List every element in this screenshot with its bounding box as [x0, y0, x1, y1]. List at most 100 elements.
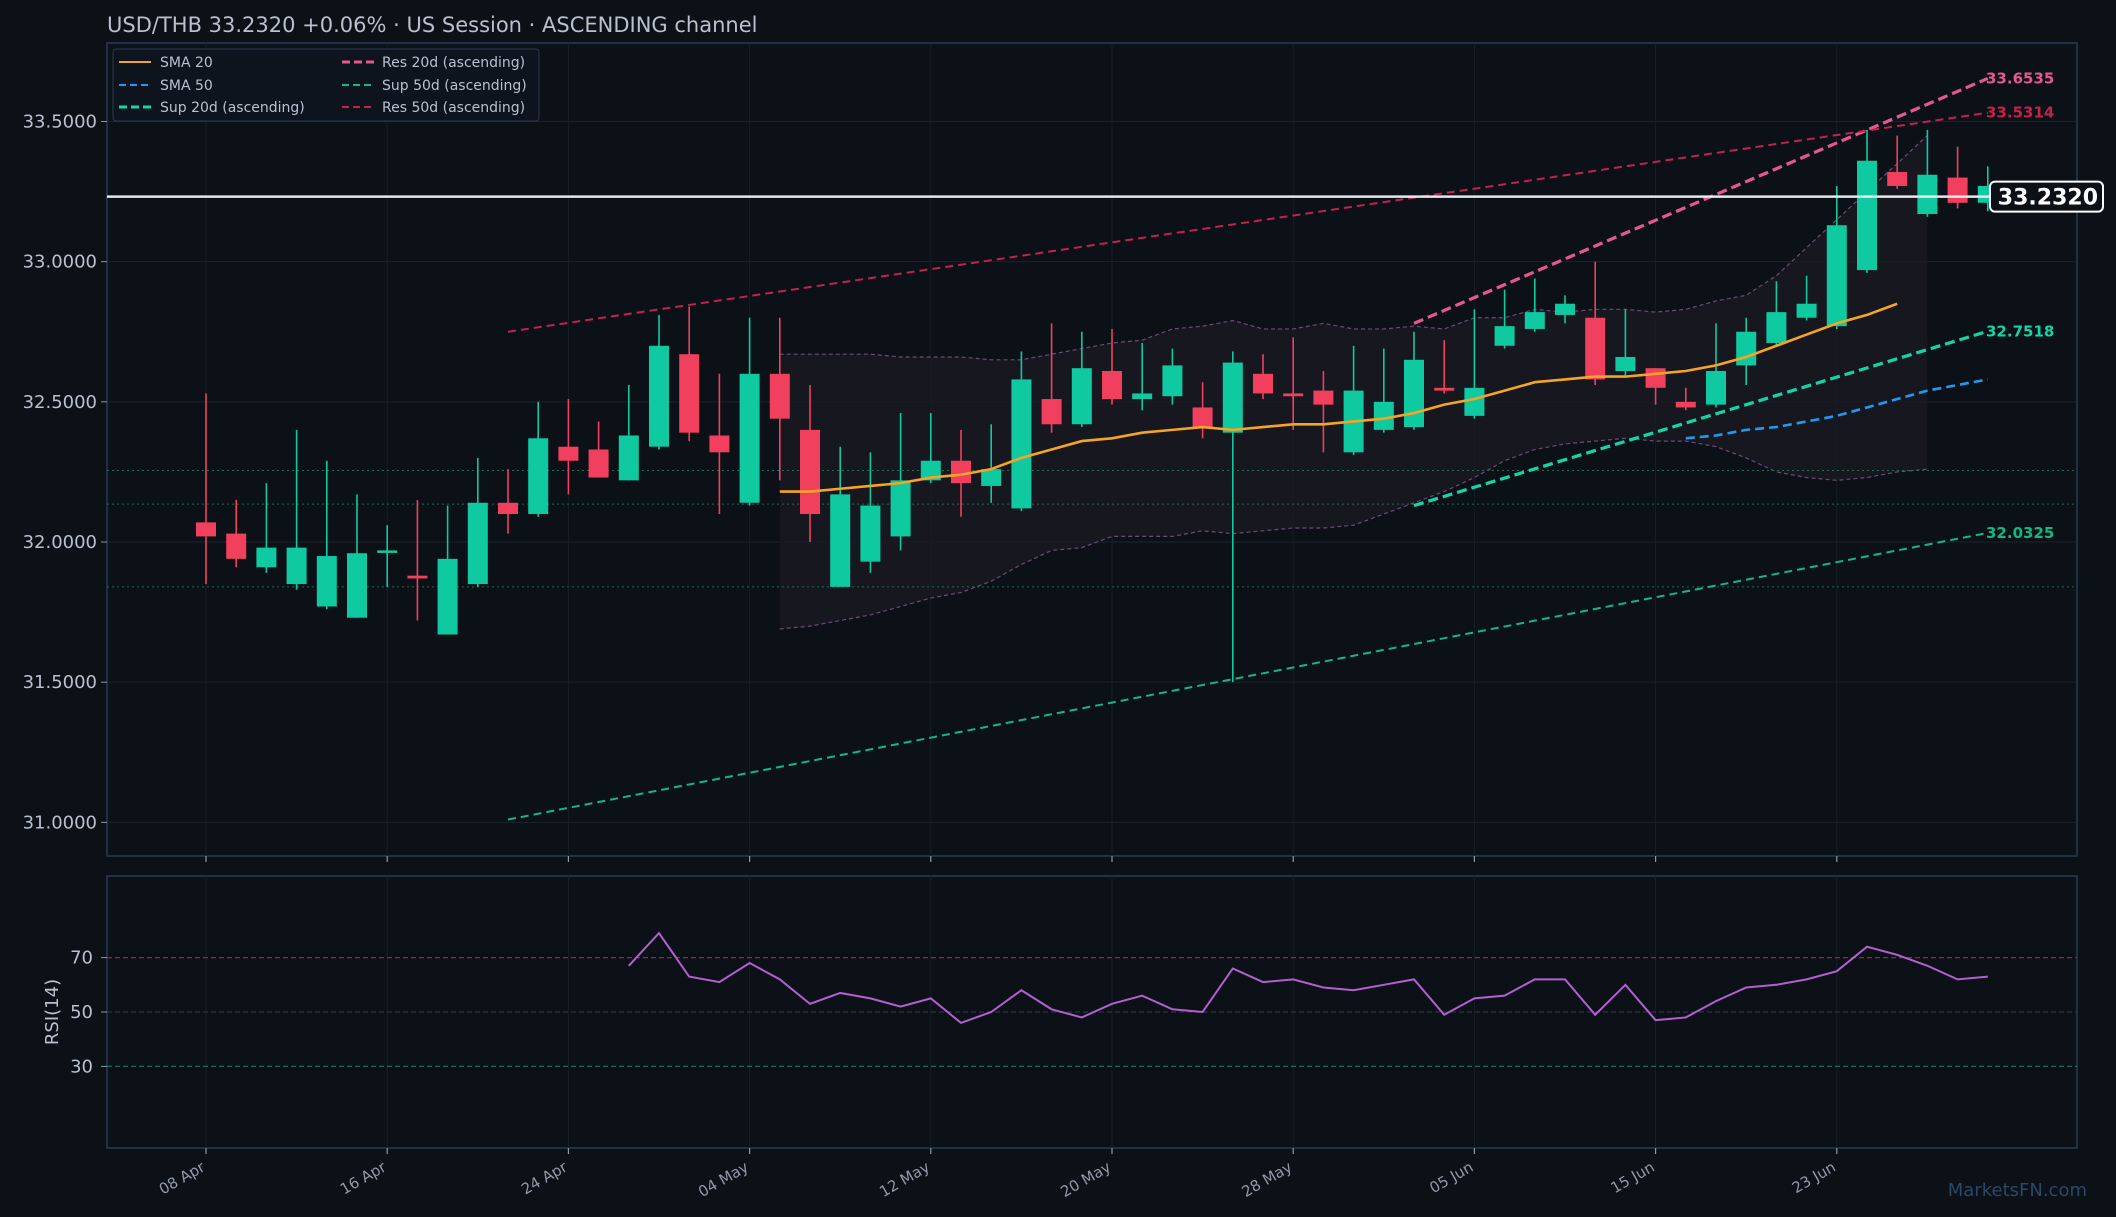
legend-label-sma20: SMA 20 [160, 55, 213, 71]
candle-body [1494, 326, 1515, 346]
candle [1826, 185, 1847, 329]
price-y-axis: 31.0000 31.5000 32.0000 32.5000 33.0000 33.50… [23, 111, 107, 833]
candle [196, 393, 216, 585]
candle [1796, 275, 1817, 321]
candle [467, 457, 488, 587]
candle-body [588, 449, 609, 478]
candle [256, 483, 277, 573]
candle-body [1373, 401, 1394, 430]
candle-body [347, 553, 367, 618]
candle-body [377, 550, 398, 553]
candle [528, 401, 549, 517]
candle-body [1253, 373, 1273, 394]
rsi-y-axis: 30 50 70 [70, 948, 107, 1077]
legend-label-res50: Res 50d (ascending) [382, 100, 525, 116]
price-tick-label: 32.5000 [23, 392, 97, 413]
candle-body [286, 547, 307, 585]
sma50-line [1685, 378, 1989, 440]
candle-body [1555, 303, 1575, 315]
candle-body [709, 435, 730, 453]
candle [1524, 278, 1545, 332]
candle-body [407, 575, 428, 579]
candle-body [226, 533, 247, 559]
candle [316, 460, 337, 610]
candle-body [1585, 317, 1606, 380]
bollinger-upper [779, 135, 1928, 361]
candle [618, 385, 639, 481]
candle [437, 505, 458, 635]
bollinger-lower [779, 437, 1928, 630]
candle [709, 373, 730, 514]
candle [558, 399, 579, 495]
moving-averages [779, 302, 1989, 493]
candle-body [1826, 225, 1847, 327]
price-panel: 31.0000 31.5000 32.0000 32.5000 33.0000 33.50… [23, 42, 2104, 857]
legend-box [112, 48, 540, 122]
candle [1887, 135, 1908, 189]
candle [226, 499, 247, 568]
candle [1102, 328, 1122, 405]
candle [1736, 317, 1757, 386]
candle-body [951, 460, 971, 484]
candle [1555, 295, 1575, 324]
channel-labels: 33.6535 32.7518 33.5314 32.0325 [1986, 69, 2054, 541]
candle [981, 424, 1002, 503]
candle-body [1011, 379, 1032, 509]
candle-body [1464, 387, 1485, 416]
candle [1222, 351, 1243, 683]
candle [1494, 289, 1515, 349]
candle-body [920, 460, 941, 481]
watermark: MarketsFN.com [1948, 1180, 2087, 1201]
candle [1192, 382, 1213, 439]
candle [1162, 348, 1183, 405]
rsi-panel: 30 50 70 RSI(14) [42, 875, 2078, 1149]
price-tick-label: 31.0000 [23, 812, 97, 833]
candle-body [1283, 393, 1304, 397]
channel-level-label: 33.5314 [1986, 104, 2054, 122]
channel-lines [507, 76, 1989, 821]
candle [1041, 323, 1062, 433]
candle-body [830, 494, 851, 587]
channel-line-1 [1413, 329, 1989, 508]
candle-body [769, 373, 790, 419]
horizontal-levels [107, 470, 2077, 588]
chart-title: USD/THB 33.2320 +0.06% · US Session · AS… [107, 13, 757, 37]
candle-body [1132, 393, 1153, 400]
candle-body [437, 558, 458, 635]
candle [1464, 309, 1485, 419]
sma20-line [779, 302, 1898, 493]
candle [1857, 129, 1877, 273]
candle [1132, 342, 1153, 411]
candle-body [1162, 365, 1183, 397]
candle-body [1434, 387, 1455, 391]
candle-body [649, 345, 669, 447]
last-price-value: 33.2320 [1998, 186, 2098, 211]
candle [498, 469, 518, 534]
candle [769, 317, 790, 481]
candle-body [1766, 312, 1787, 343]
rsi-tick-label: 70 [70, 948, 93, 969]
candle [800, 385, 820, 543]
rsi-axis-label: RSI(14) [42, 979, 63, 1045]
rsi-tick-label: 30 [70, 1056, 93, 1077]
candle [407, 499, 428, 621]
candle-body [890, 480, 911, 537]
candle-body [467, 502, 488, 585]
legend-label-sma50: SMA 50 [160, 78, 213, 94]
candle-body [256, 547, 277, 568]
candle-body [1796, 303, 1817, 318]
rsi-line [628, 931, 1988, 1025]
candle-body [1917, 174, 1938, 215]
candle [1917, 129, 1938, 217]
candle [377, 525, 398, 587]
candle-body [1857, 160, 1877, 271]
candle [1434, 340, 1455, 394]
candle [920, 413, 941, 484]
rsi-tick-label: 50 [70, 1002, 93, 1023]
candle [951, 429, 971, 517]
channel-line-0 [1413, 76, 1989, 325]
candle-body [618, 435, 639, 481]
candle-body [860, 505, 881, 562]
candle-body [528, 438, 549, 514]
price-tick-label: 33.5000 [23, 111, 97, 132]
